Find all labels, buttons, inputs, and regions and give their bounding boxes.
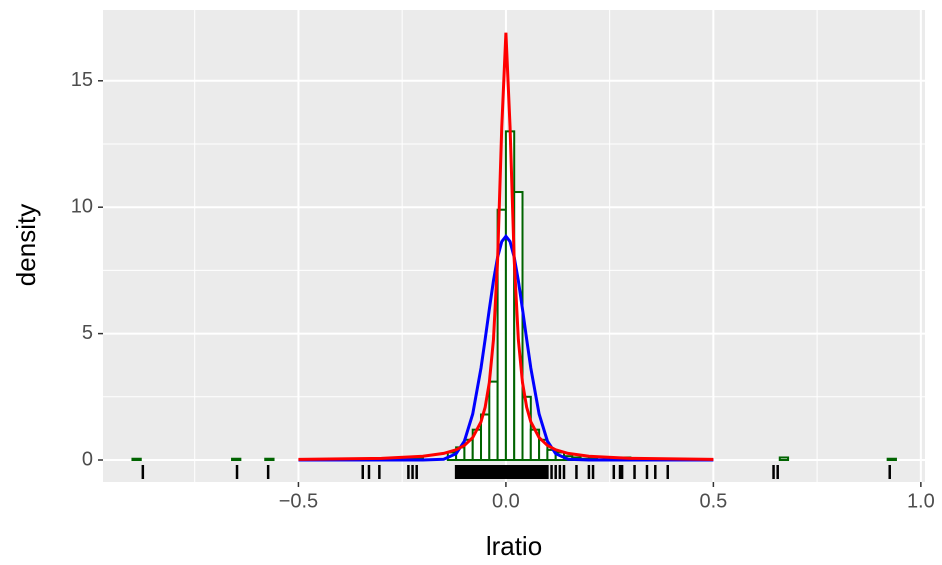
y-tick-label: 10 xyxy=(71,195,93,217)
bar xyxy=(131,457,142,462)
density-curve xyxy=(298,32,714,461)
x-axis-title: lratio xyxy=(486,531,542,561)
y-axis-title: density xyxy=(11,204,41,286)
bar xyxy=(778,456,790,462)
bar xyxy=(488,380,499,462)
bar xyxy=(231,457,242,462)
y-tick-label: 15 xyxy=(71,69,93,91)
x-tick-label: 0.5 xyxy=(699,490,727,512)
bar xyxy=(886,457,897,462)
y-tick-label: 5 xyxy=(82,322,93,344)
x-tick-label: 0.0 xyxy=(492,490,520,512)
x-tick-label: −0.5 xyxy=(279,490,318,512)
y-tick-label: 0 xyxy=(82,448,93,470)
bar xyxy=(264,457,275,462)
bar xyxy=(521,395,532,462)
x-tick-label: 1.0 xyxy=(907,490,935,512)
